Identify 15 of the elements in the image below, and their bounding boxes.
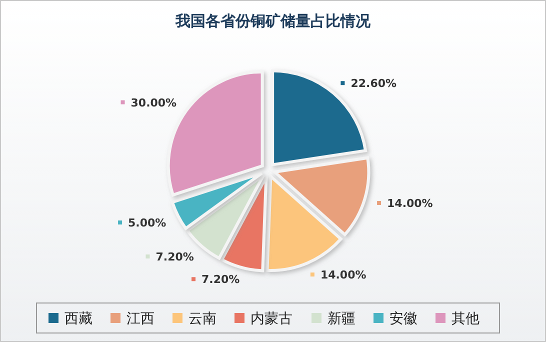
legend-label: 江西: [126, 311, 154, 327]
data-label: 30.00%: [130, 96, 177, 110]
data-label: 5.00%: [128, 216, 166, 230]
chart-title: 我国各省份铜矿储量占比情况: [174, 12, 372, 30]
data-label: 7.20%: [156, 250, 194, 264]
data-label: 22.60%: [350, 77, 397, 90]
legend-label: 安徽: [390, 311, 418, 327]
legend-label: 内蒙古: [250, 311, 292, 327]
data-label: 7.20%: [202, 273, 240, 286]
legend-label: 云南: [188, 311, 216, 327]
data-label: 14.00%: [387, 197, 433, 210]
legend-label: 西藏: [64, 311, 92, 327]
legend-label: 其他: [452, 311, 480, 327]
data-label: 14.00%: [320, 268, 366, 282]
legend-label: 新疆: [328, 311, 356, 327]
